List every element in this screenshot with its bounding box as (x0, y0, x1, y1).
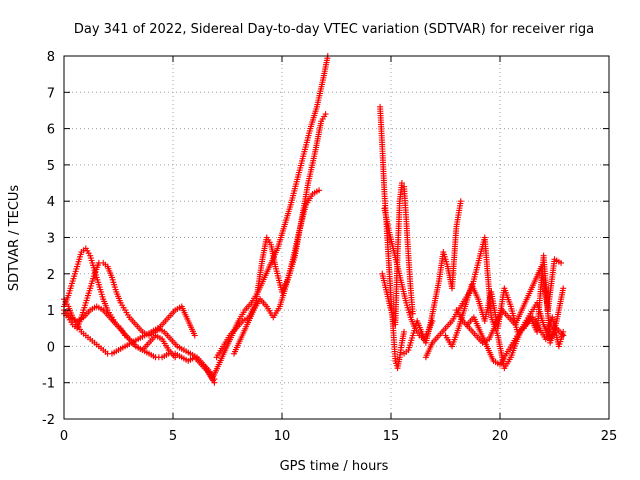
data-point (211, 379, 218, 386)
data-point (398, 180, 405, 187)
y-tick-label: 3 (47, 232, 55, 247)
axes: 0 5 10 15 20 25 -2 -1 0 1 2 3 4 5 6 7 8 (42, 50, 617, 444)
series-track-14 (453, 256, 565, 346)
data-point (560, 328, 567, 335)
x-tick-label: 25 (601, 429, 618, 444)
x-tick-label: 5 (169, 429, 177, 444)
series-track-5 (202, 53, 331, 383)
series-track-11 (401, 198, 464, 357)
series-track-9 (379, 180, 416, 328)
data-point (191, 332, 198, 339)
y-tick-label: 2 (47, 268, 55, 283)
x-tick-label: 10 (274, 429, 291, 444)
data-point (316, 187, 323, 194)
y-tick-label: 0 (47, 340, 55, 355)
y-tick-label: 8 (47, 50, 55, 65)
data-point (172, 354, 179, 361)
data-point (401, 328, 408, 335)
data-point (409, 310, 416, 317)
y-tick-label: 4 (47, 195, 55, 210)
x-tick-label: 0 (60, 429, 68, 444)
x-axis-label: GPS time / hours (280, 459, 389, 474)
data-point (558, 259, 565, 266)
y-tick-label: 1 (47, 304, 55, 319)
data-point (322, 111, 329, 118)
chart-title: Day 341 of 2022, Sidereal Day-to-day VTE… (74, 22, 594, 37)
x-tick-label: 20 (492, 429, 509, 444)
series-track-8 (377, 103, 408, 372)
grid-lines (64, 56, 609, 419)
series-track-7 (231, 187, 323, 357)
x-tick-label: 15 (383, 429, 400, 444)
data-point (457, 198, 464, 205)
data-series (61, 53, 567, 386)
series-track-15 (464, 314, 567, 368)
y-tick-label: -2 (42, 413, 55, 428)
y-tick-label: 7 (47, 86, 55, 101)
data-point (560, 285, 567, 292)
y-tick-label: 6 (47, 123, 55, 138)
y-tick-label: 5 (47, 159, 55, 174)
y-axis-label: SDTVAR / TECUs (7, 185, 22, 292)
y-tick-label: -1 (42, 377, 55, 392)
